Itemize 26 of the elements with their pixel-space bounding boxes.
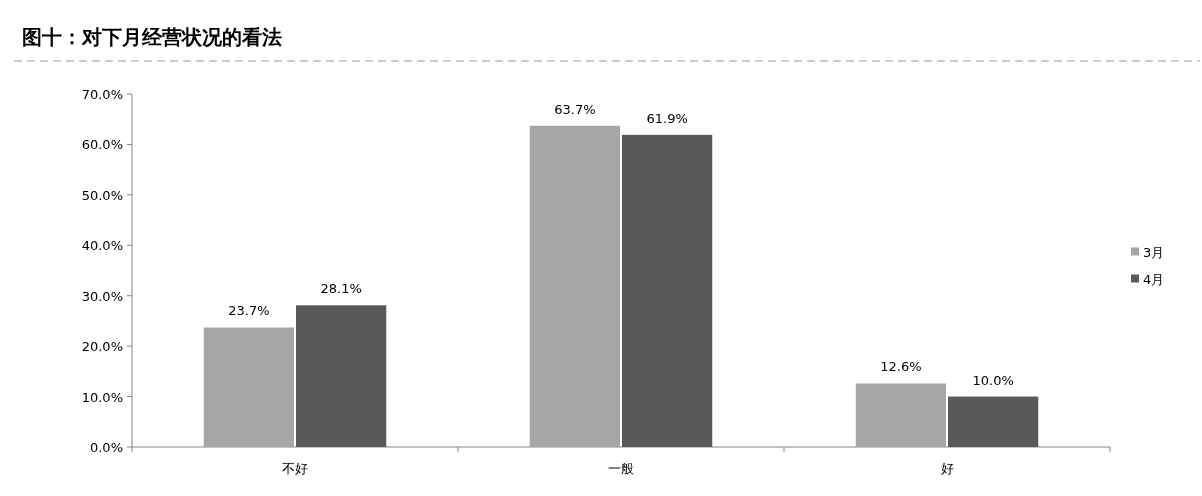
y-tick-label: 50.0%: [81, 187, 123, 203]
bar: [529, 125, 620, 447]
y-tick-label: 0.0%: [89, 440, 123, 455]
data-label: 61.9%: [646, 110, 688, 126]
data-label: 12.6%: [880, 359, 922, 375]
x-tick-label: 一般: [608, 461, 634, 476]
y-tick-label: 70.0%: [81, 87, 123, 102]
y-tick-label: 60.0%: [81, 137, 123, 153]
data-label: 63.7%: [554, 101, 596, 117]
bar: [855, 383, 946, 447]
bar: [203, 327, 294, 447]
chart-title: 图十：对下月经营状况的看法: [22, 25, 282, 49]
data-label: 28.1%: [320, 281, 362, 297]
y-tick-label: 10.0%: [81, 389, 123, 405]
legend-label: 3月: [1143, 244, 1165, 260]
bar: [296, 305, 387, 447]
data-label: 10.0%: [972, 372, 1014, 388]
legend-label: 4月: [1143, 271, 1165, 287]
y-tick-label: 30.0%: [81, 288, 123, 304]
bar: [622, 134, 713, 447]
data-label: 23.7%: [228, 303, 270, 319]
y-tick-label: 20.0%: [81, 339, 123, 355]
x-tick-label: 好: [940, 461, 954, 476]
bar: [948, 396, 1039, 447]
y-tick-label: 40.0%: [81, 238, 123, 254]
x-tick-label: 不好: [282, 461, 308, 476]
